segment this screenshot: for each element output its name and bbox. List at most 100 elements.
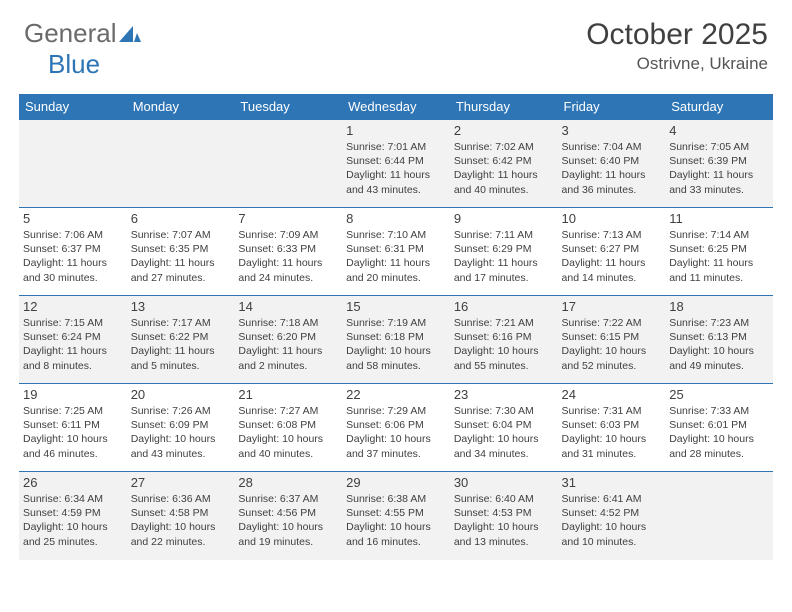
day-cell: 22 Sunrise: 7:29 AMSunset: 6:06 PMDayligh… [342,384,450,472]
day-number: 17 [562,299,662,314]
daylight-text: Daylight: 10 hours and 16 minutes. [346,520,446,548]
sunset-text: Sunset: 6:31 PM [346,242,446,256]
sunrise-text: Sunrise: 7:06 AM [23,228,123,242]
day-number: 23 [454,387,554,402]
day-number: 21 [238,387,338,402]
week-row: 12Sunrise: 7:15 AMSunset: 6:24 PMDayligh… [19,296,773,384]
sunset-text: Sunset: 6:13 PM [669,330,769,344]
title-block: October 2025 Ostrivne, Ukraine [586,18,768,74]
sunrise-text: Sunrise: 6:40 AM [454,492,554,506]
day-cell [127,120,235,208]
daylight-text: Daylight: 11 hours and 24 minutes. [238,256,338,284]
sunset-text: Sunset: 4:59 PM [23,506,123,520]
day-header-sunday: Sunday [19,94,127,120]
sunset-text: Sunset: 6:08 PM [238,418,338,432]
daylight-text: Daylight: 10 hours and 19 minutes. [238,520,338,548]
day-number: 13 [131,299,231,314]
day-details: Sunrise: 6:40 AMSunset: 4:53 PMDaylight:… [454,492,554,549]
day-details: Sunrise: 7:26 AMSunset: 6:09 PMDaylight:… [131,404,231,461]
day-details: Sunrise: 7:30 AMSunset: 6:04 PMDaylight:… [454,404,554,461]
sunrise-text: Sunrise: 7:21 AM [454,316,554,330]
sunrise-text: Sunrise: 7:13 AM [562,228,662,242]
sunset-text: Sunset: 6:09 PM [131,418,231,432]
day-details: Sunrise: 7:09 AMSunset: 6:33 PMDaylight:… [238,228,338,285]
sunset-text: Sunset: 6:20 PM [238,330,338,344]
sunrise-text: Sunrise: 6:41 AM [562,492,662,506]
day-number: 25 [669,387,769,402]
day-cell: 12Sunrise: 7:15 AMSunset: 6:24 PMDayligh… [19,296,127,384]
day-number: 4 [669,123,769,138]
day-details: Sunrise: 7:31 AMSunset: 6:03 PMDaylight:… [562,404,662,461]
day-cell [19,120,127,208]
week-row: 5Sunrise: 7:06 AMSunset: 6:37 PMDaylight… [19,208,773,296]
sunrise-text: Sunrise: 7:23 AM [669,316,769,330]
day-number: 11 [669,211,769,226]
day-header-friday: Friday [558,94,666,120]
sunset-text: Sunset: 6:11 PM [23,418,123,432]
logo-sail-icon [119,29,141,46]
sunset-text: Sunset: 6:06 PM [346,418,446,432]
day-cell: 19Sunrise: 7:25 AMSunset: 6:11 PMDayligh… [19,384,127,472]
day-cell: 17 Sunrise: 7:22 AMSunset: 6:15 PMDayligh… [558,296,666,384]
sunrise-text: Sunrise: 7:26 AM [131,404,231,418]
day-details: Sunrise: 6:37 AMSunset: 4:56 PMDaylight:… [238,492,338,549]
day-cell: 30 Sunrise: 6:40 AMSunset: 4:53 PMDayligh… [450,472,558,560]
daylight-text: Daylight: 10 hours and 31 minutes. [562,432,662,460]
week-row: 1Sunrise: 7:01 AMSunset: 6:44 PMDaylight… [19,120,773,208]
day-header-thursday: Thursday [450,94,558,120]
day-number: 22 [346,387,446,402]
daylight-text: Daylight: 11 hours and 40 minutes. [454,168,554,196]
sunrise-text: Sunrise: 6:37 AM [238,492,338,506]
day-number: 28 [238,475,338,490]
day-cell: 10Sunrise: 7:13 AMSunset: 6:27 PMDayligh… [558,208,666,296]
sunset-text: Sunset: 6:40 PM [562,154,662,168]
daylight-text: Daylight: 11 hours and 36 minutes. [562,168,662,196]
sunrise-text: Sunrise: 7:15 AM [23,316,123,330]
day-cell: 28 Sunrise: 6:37 AMSunset: 4:56 PMDayligh… [234,472,342,560]
day-number: 3 [562,123,662,138]
daylight-text: Daylight: 10 hours and 55 minutes. [454,344,554,372]
sunset-text: Sunset: 6:42 PM [454,154,554,168]
day-number: 29 [346,475,446,490]
sunrise-text: Sunrise: 6:38 AM [346,492,446,506]
day-cell: 6Sunrise: 7:07 AMSunset: 6:35 PMDaylight… [127,208,235,296]
sunset-text: Sunset: 4:53 PM [454,506,554,520]
logo-text-general: General [24,18,117,48]
sunrise-text: Sunrise: 7:22 AM [562,316,662,330]
calendar-table: SundayMondayTuesdayWednesdayThursdayFrid… [19,94,773,560]
day-details: Sunrise: 7:04 AMSunset: 6:40 PMDaylight:… [562,140,662,197]
sunrise-text: Sunrise: 7:33 AM [669,404,769,418]
day-details: Sunrise: 7:18 AMSunset: 6:20 PMDaylight:… [238,316,338,373]
day-details: Sunrise: 6:34 AMSunset: 4:59 PMDaylight:… [23,492,123,549]
day-details: Sunrise: 7:22 AMSunset: 6:15 PMDaylight:… [562,316,662,373]
daylight-text: Daylight: 11 hours and 17 minutes. [454,256,554,284]
day-number: 30 [454,475,554,490]
day-number: 9 [454,211,554,226]
day-cell: 29 Sunrise: 6:38 AMSunset: 4:55 PMDayligh… [342,472,450,560]
sunrise-text: Sunrise: 7:09 AM [238,228,338,242]
day-cell: 16Sunrise: 7:21 AMSunset: 6:16 PMDayligh… [450,296,558,384]
day-cell: 21Sunrise: 7:27 AMSunset: 6:08 PMDayligh… [234,384,342,472]
day-details: Sunrise: 6:36 AMSunset: 4:58 PMDaylight:… [131,492,231,549]
day-header-saturday: Saturday [665,94,773,120]
day-details: Sunrise: 7:29 AMSunset: 6:06 PMDaylight:… [346,404,446,461]
sunset-text: Sunset: 4:55 PM [346,506,446,520]
day-header-row: SundayMondayTuesdayWednesdayThursdayFrid… [19,94,773,120]
sunrise-text: Sunrise: 6:34 AM [23,492,123,506]
day-cell: 23 Sunrise: 7:30 AMSunset: 6:04 PMDayligh… [450,384,558,472]
sunset-text: Sunset: 6:18 PM [346,330,446,344]
sunset-text: Sunset: 6:39 PM [669,154,769,168]
week-row: 19Sunrise: 7:25 AMSunset: 6:11 PMDayligh… [19,384,773,472]
sunrise-text: Sunrise: 7:04 AM [562,140,662,154]
day-cell: 4Sunrise: 7:05 AMSunset: 6:39 PMDaylight… [665,120,773,208]
week-row: 26Sunrise: 6:34 AMSunset: 4:59 PMDayligh… [19,472,773,560]
sunrise-text: Sunrise: 7:10 AM [346,228,446,242]
sunset-text: Sunset: 6:44 PM [346,154,446,168]
daylight-text: Daylight: 11 hours and 11 minutes. [669,256,769,284]
daylight-text: Daylight: 10 hours and 34 minutes. [454,432,554,460]
sunset-text: Sunset: 4:56 PM [238,506,338,520]
day-header-tuesday: Tuesday [234,94,342,120]
location-subtitle: Ostrivne, Ukraine [586,54,768,74]
daylight-text: Daylight: 11 hours and 27 minutes. [131,256,231,284]
sunset-text: Sunset: 6:25 PM [669,242,769,256]
